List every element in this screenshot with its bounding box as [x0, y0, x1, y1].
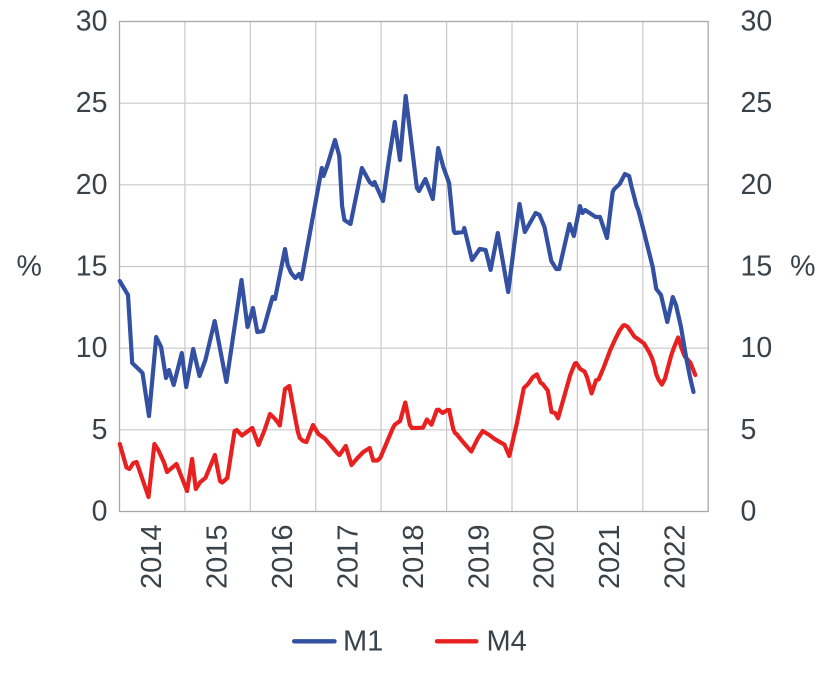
- svg-text:2017: 2017: [332, 525, 364, 590]
- svg-text:%: %: [790, 251, 815, 283]
- svg-text:2020: 2020: [529, 525, 561, 590]
- svg-text:M4: M4: [487, 625, 527, 657]
- svg-text:2021: 2021: [594, 525, 626, 590]
- svg-text:M1: M1: [343, 625, 383, 657]
- svg-text:5: 5: [741, 414, 757, 446]
- svg-text:2018: 2018: [398, 525, 430, 590]
- svg-text:%: %: [17, 251, 42, 283]
- svg-text:0: 0: [92, 496, 108, 528]
- svg-text:10: 10: [741, 332, 773, 364]
- svg-text:30: 30: [76, 6, 108, 38]
- svg-text:5: 5: [92, 414, 108, 446]
- svg-text:10: 10: [76, 332, 108, 364]
- svg-text:2019: 2019: [463, 525, 495, 590]
- svg-text:25: 25: [741, 87, 773, 119]
- svg-text:20: 20: [76, 169, 108, 201]
- svg-text:2014: 2014: [136, 525, 168, 590]
- svg-text:15: 15: [741, 251, 773, 283]
- svg-text:2015: 2015: [202, 525, 234, 590]
- svg-text:15: 15: [76, 251, 108, 283]
- svg-text:25: 25: [76, 87, 108, 119]
- svg-text:20: 20: [741, 169, 773, 201]
- svg-text:30: 30: [741, 6, 773, 38]
- svg-text:2022: 2022: [660, 525, 692, 590]
- svg-text:2016: 2016: [267, 525, 299, 590]
- svg-text:0: 0: [741, 496, 757, 528]
